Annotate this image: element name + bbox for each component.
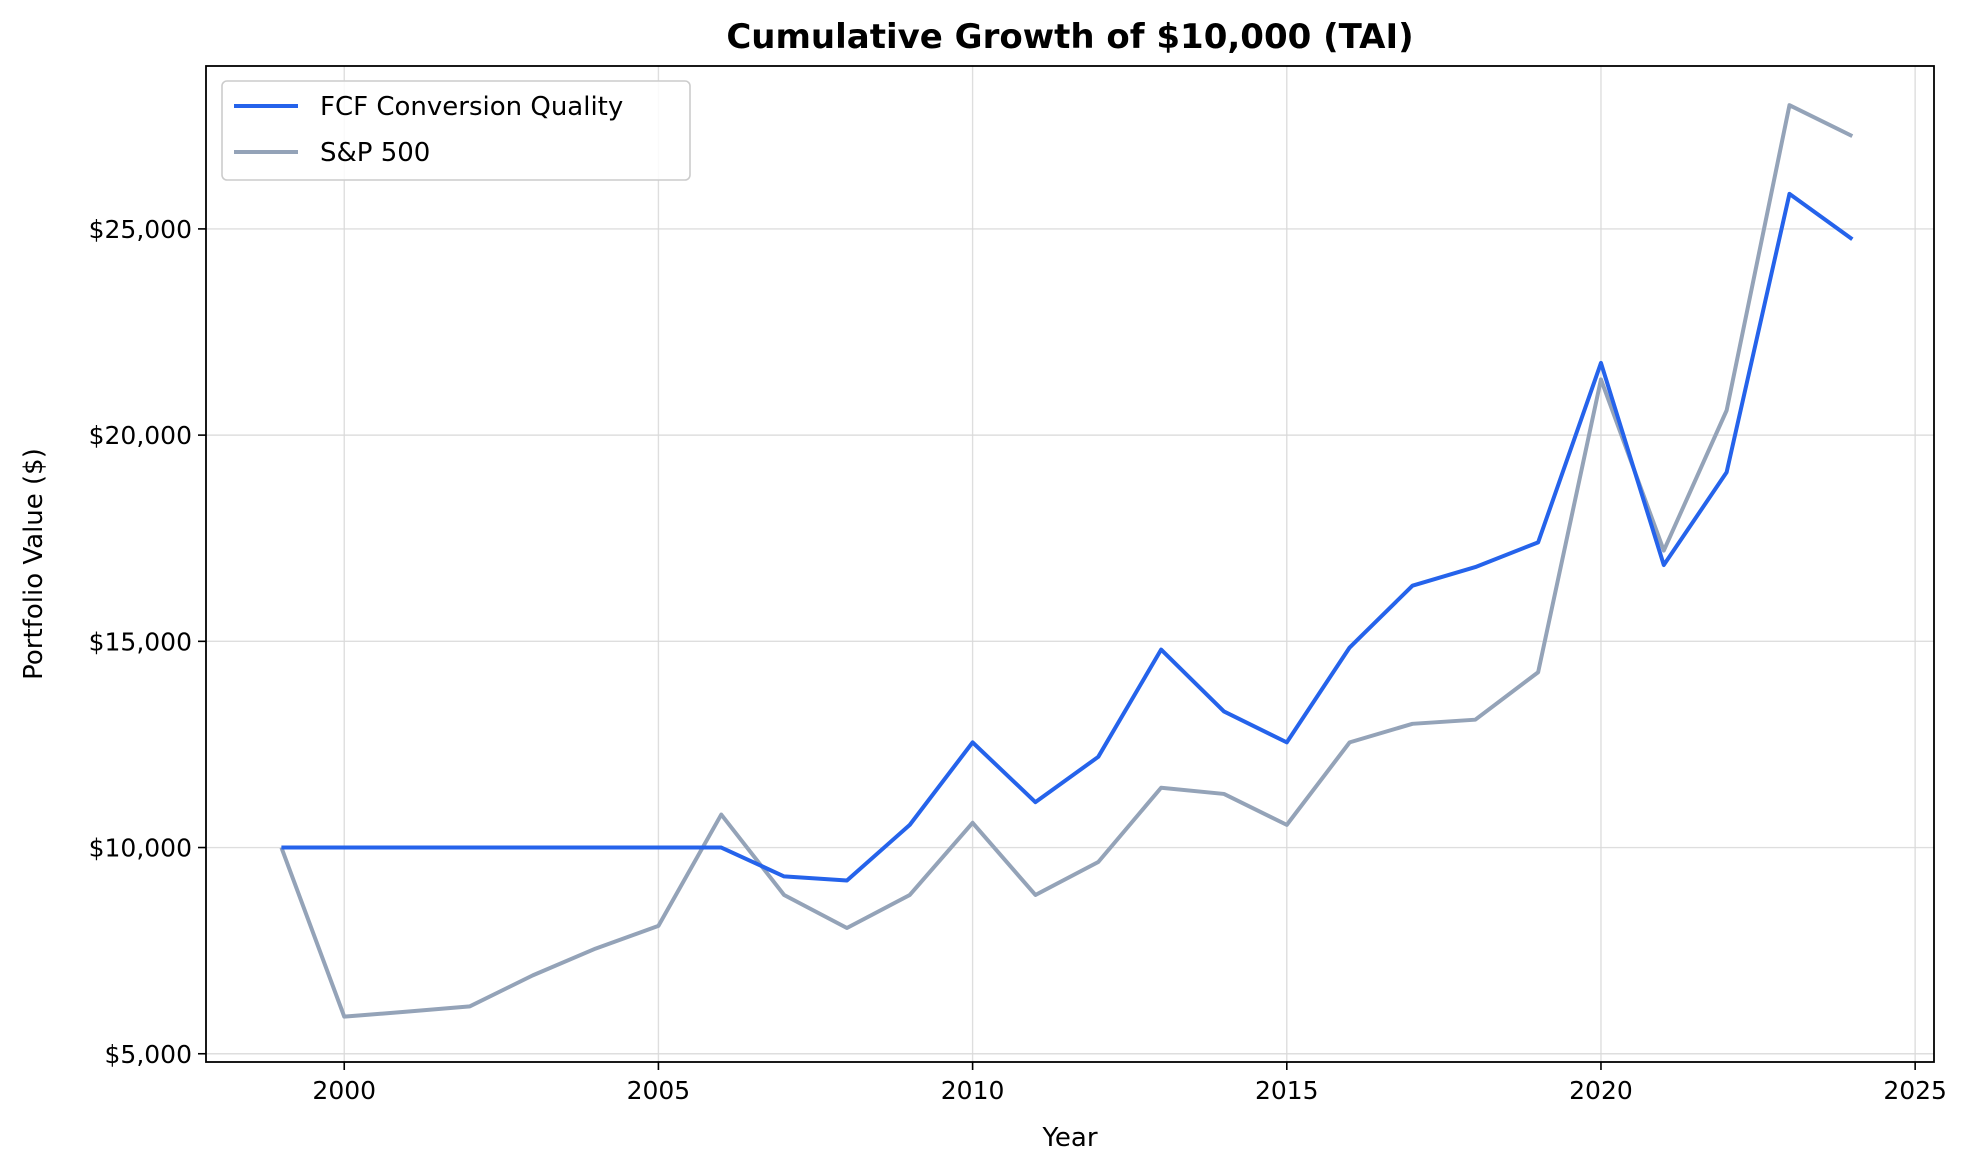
y-tick-label: $25,000 [89,215,192,244]
y-axis-ticks: $5,000 $10,000 $15,000 $20,000 $25,000 [89,215,206,1069]
series-line-sp-500 [279,103,1854,1019]
y-tick-label: $10,000 [89,834,192,863]
grid-layer [206,66,1934,1062]
x-axis-label: Year [1041,1123,1097,1153]
x-tick-label: 2005 [627,1076,691,1105]
y-tick-label: $5,000 [105,1040,192,1069]
x-tick-label: 2010 [941,1076,1005,1105]
legend: FCF Conversion Quality S&P 500 [221,80,691,181]
x-tick-label: 2020 [1569,1076,1633,1105]
legend-box [221,80,691,181]
x-tick-label: 2000 [312,1076,376,1105]
chart-title: Cumulative Growth of $10,000 (TAI) [726,17,1413,57]
x-tick-label: 2015 [1255,1076,1319,1105]
legend-label-fcf-conversion-quality: FCF Conversion Quality [320,92,623,122]
y-axis-label: Portfolio Value ($) [19,448,49,680]
series-line-fcf-conversion-quality [281,191,1854,883]
y-tick-label: $20,000 [89,421,192,450]
axes-frame [205,65,1935,1063]
series-layer [279,103,1854,1019]
legend-label-sp-500: S&P 500 [320,138,430,168]
x-tick-label: 2025 [1883,1076,1947,1105]
y-tick-label: $15,000 [89,627,192,656]
x-axis-ticks: 2000 2005 2010 2015 2020 2025 [312,1062,1947,1105]
